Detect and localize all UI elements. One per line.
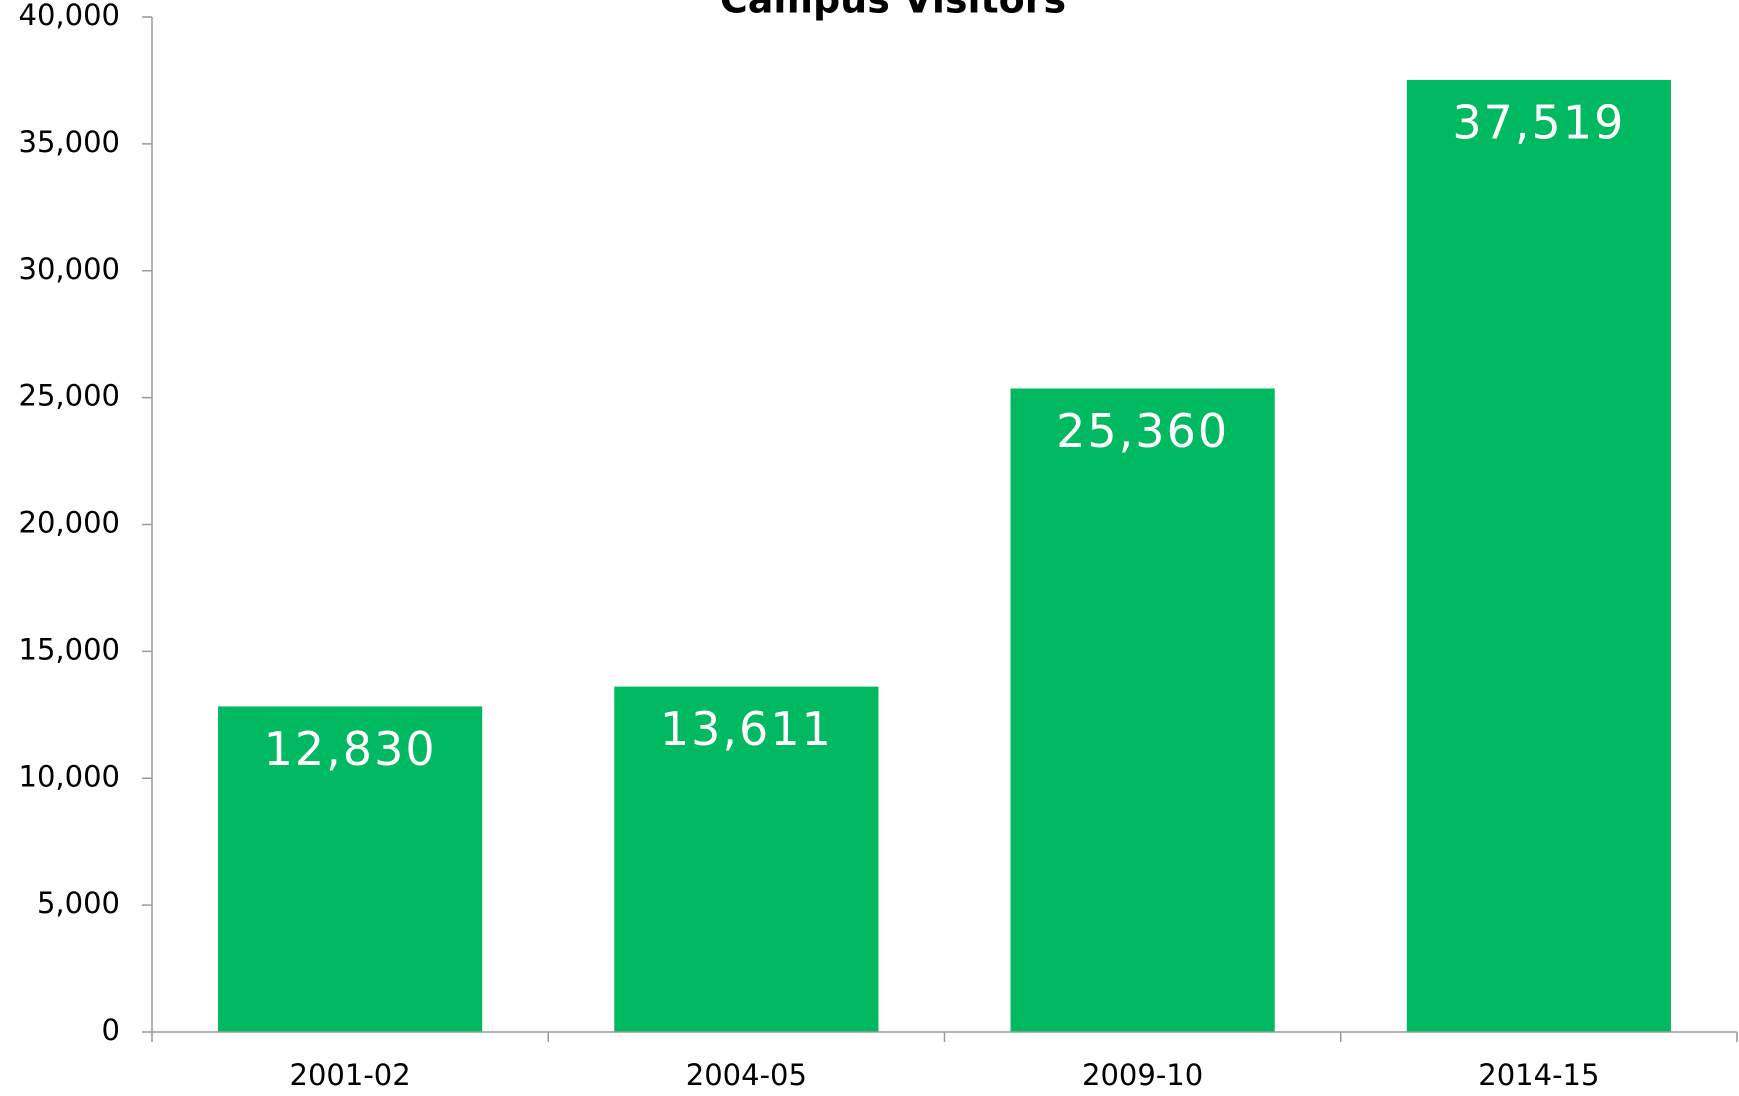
x-tick-label: 2001-02 bbox=[290, 1058, 411, 1092]
y-tick-label: 5,000 bbox=[37, 886, 120, 920]
chart-title: Campus Visitors bbox=[720, 0, 1066, 22]
x-tick-label: 2014-15 bbox=[1478, 1058, 1599, 1092]
value-label: 13,611 bbox=[660, 702, 833, 756]
bar bbox=[1010, 388, 1275, 1032]
y-tick-label: 10,000 bbox=[19, 759, 120, 793]
y-tick-label: 30,000 bbox=[19, 252, 120, 286]
value-label: 37,519 bbox=[1452, 95, 1625, 149]
value-label: 12,830 bbox=[264, 722, 437, 776]
value-label: 25,360 bbox=[1056, 404, 1229, 458]
y-tick-label: 20,000 bbox=[19, 506, 120, 540]
y-tick-label: 40,000 bbox=[19, 0, 120, 32]
bar bbox=[218, 706, 483, 1032]
bar bbox=[614, 686, 879, 1032]
y-tick-label: 35,000 bbox=[19, 125, 120, 159]
y-tick-label: 0 bbox=[102, 1013, 120, 1047]
y-tick-label: 25,000 bbox=[19, 379, 120, 413]
x-tick-label: 2004-05 bbox=[686, 1058, 807, 1092]
x-tick-label: 2009-10 bbox=[1082, 1058, 1203, 1092]
bar bbox=[1406, 79, 1671, 1032]
y-tick-label: 15,000 bbox=[19, 632, 120, 666]
